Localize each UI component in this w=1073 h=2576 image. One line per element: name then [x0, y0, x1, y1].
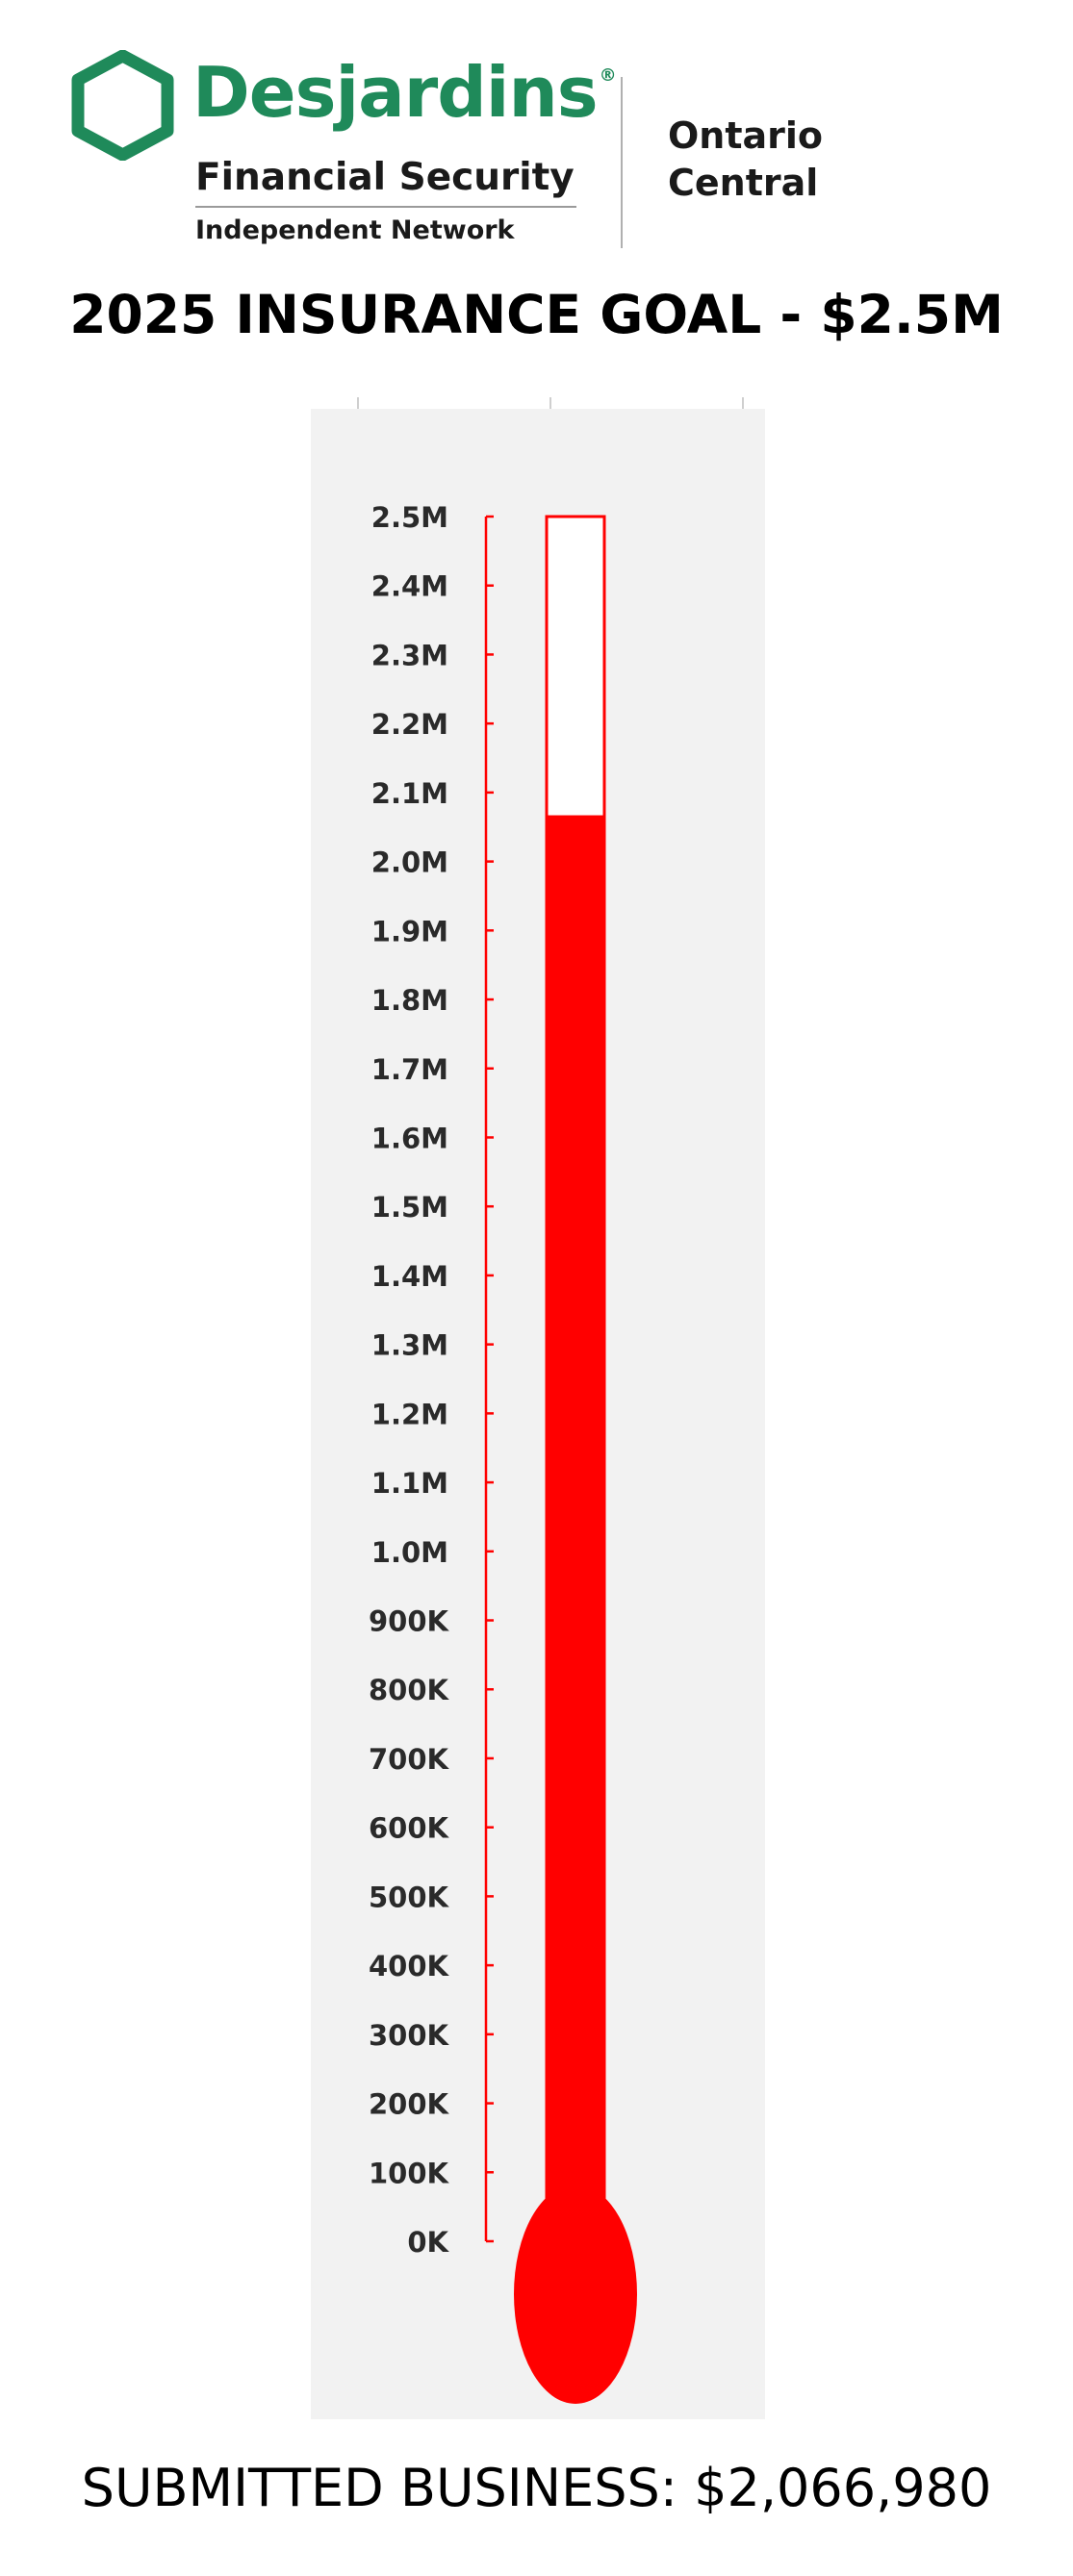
- brand-network: Independent Network: [195, 215, 515, 245]
- region-line-1: Ontario: [668, 114, 824, 157]
- brand-subtitle: Financial Security: [195, 156, 575, 199]
- y-tick-label: 1.2M: [371, 1398, 448, 1430]
- y-tick-label: 700K: [369, 1743, 450, 1776]
- y-tick-label: 2.5M: [371, 501, 448, 534]
- y-tick-label: 500K: [369, 1881, 450, 1913]
- region-label: Ontario Central: [668, 113, 823, 206]
- header: Desjardins ® Financial Security Independe…: [0, 0, 1073, 279]
- y-tick-label: 100K: [369, 2157, 450, 2189]
- header-divider: [621, 77, 623, 248]
- thermometer-bulb: [514, 2185, 637, 2404]
- y-tick-label: 1.8M: [371, 984, 448, 1017]
- hexagon-logo-icon: [71, 50, 174, 161]
- y-tick-label: 400K: [369, 1950, 450, 1983]
- submitted-business-label: SUBMITTED BUSINESS: $2,066,980: [81, 2458, 992, 2518]
- y-tick-label: 800K: [369, 1674, 450, 1706]
- y-tick-label: 2.4M: [371, 570, 448, 603]
- registered-mark: ®: [599, 65, 617, 86]
- chart-panel: [311, 409, 765, 2419]
- y-tick-label: 1.4M: [371, 1260, 448, 1293]
- y-tick-label: 1.9M: [371, 915, 448, 947]
- y-tick-label: 1.3M: [371, 1329, 448, 1362]
- y-tick-label: 0K: [407, 2226, 449, 2259]
- y-tick-label: 2.3M: [371, 639, 448, 671]
- y-tick-label: 2.0M: [371, 846, 448, 879]
- y-tick-label: 600K: [369, 1812, 450, 1845]
- y-tick-label: 1.5M: [371, 1191, 448, 1224]
- y-tick-label: 1.1M: [371, 1467, 448, 1500]
- region-line-2: Central: [668, 161, 819, 204]
- y-tick-label: 1.7M: [371, 1053, 448, 1086]
- y-tick-label: 2.1M: [371, 777, 448, 810]
- y-tick-label: 200K: [369, 2088, 450, 2121]
- brand-name: Desjardins ®: [192, 52, 617, 133]
- thermometer-fill: [547, 815, 604, 2260]
- y-tick-label: 300K: [369, 2019, 450, 2052]
- y-tick-label: 1.0M: [371, 1536, 448, 1569]
- subtitle-divider: [195, 206, 576, 208]
- y-tick-label: 900K: [369, 1605, 450, 1638]
- chart-title: 2025 INSURANCE GOAL - $2.5M: [69, 284, 1004, 345]
- y-tick-label: 1.6M: [371, 1122, 448, 1154]
- y-tick-label: 2.2M: [371, 708, 448, 741]
